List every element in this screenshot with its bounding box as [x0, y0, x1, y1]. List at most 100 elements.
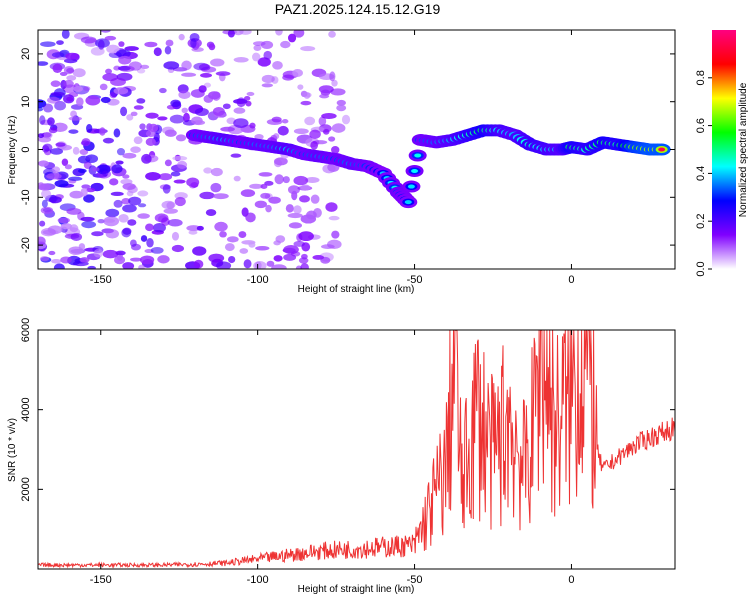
heatmap-cell [100, 30, 111, 33]
heatmap-cell [252, 41, 266, 46]
heatmap-cell [68, 129, 79, 134]
snr-x-tick-label: 0 [568, 574, 574, 586]
heatmap-cell [113, 128, 121, 138]
heatmap-cell [61, 158, 69, 166]
heatmap-cell [52, 63, 63, 73]
heatmap-cell [164, 159, 172, 167]
heatmap-cell [210, 58, 225, 67]
heatmap-cell [130, 257, 142, 262]
snr-y-tick-label: 6000 [20, 318, 32, 342]
heatmap-cell [254, 200, 267, 209]
heatmap-cell [198, 85, 207, 93]
heatmap-cell [285, 204, 294, 213]
heatmap-cell [80, 216, 95, 222]
heatmap-cell [174, 196, 186, 207]
heatmap-cell [104, 35, 117, 41]
heatmap-cell [169, 114, 185, 124]
heatmap-cell [411, 169, 419, 174]
heatmap-cell [137, 190, 149, 197]
heatmap-cell [152, 223, 166, 233]
heatmap-cell [299, 195, 310, 203]
heatmap-cell [219, 231, 227, 238]
heatmap-cell [272, 61, 283, 70]
heatmap-cell [301, 253, 308, 260]
heatmap-cell [100, 96, 111, 104]
heatmap-cell [117, 65, 131, 71]
heatmap-cell [319, 93, 330, 99]
heatmap-cell [63, 79, 74, 88]
heatmap-cell [60, 223, 73, 230]
heatmap-cell [105, 229, 120, 239]
heatmap-cell [38, 61, 49, 66]
heatmap-cell [300, 262, 309, 269]
heatmap-cell [116, 49, 131, 58]
heatmap-cell [304, 116, 316, 126]
heatmap-cell [113, 87, 129, 95]
heatmap-cell [144, 41, 158, 48]
heatmap-cell [214, 221, 228, 232]
heatmap-cell [91, 231, 104, 237]
heatmap-cell [111, 164, 123, 174]
heatmap-cell [133, 105, 144, 110]
heatmap-cell [141, 153, 152, 164]
heatmap-cell [287, 185, 300, 195]
heatmap-cell [328, 30, 336, 38]
heatmap-cell [66, 75, 77, 81]
heatmap-cell [130, 146, 141, 154]
heatmap-cell [208, 43, 216, 51]
heatmap-cell [64, 164, 72, 170]
heatmap-cell [53, 263, 65, 269]
heatmap-x-label: Height of straight line (km) [298, 284, 415, 295]
heatmap-cell [38, 236, 46, 246]
heatmap-cell [253, 260, 267, 269]
heatmap-cell [122, 262, 135, 269]
heatmap-cell [48, 196, 62, 204]
heatmap-cell [183, 112, 190, 123]
heatmap-cell [300, 100, 312, 106]
heatmap-cell [273, 255, 283, 262]
heatmap-cell [39, 115, 46, 125]
heatmap-cell [322, 128, 330, 135]
heatmap-cell [310, 194, 320, 204]
heatmap-cell [81, 184, 91, 189]
heatmap-cell [99, 127, 106, 136]
snr-line-layer [38, 330, 675, 569]
heatmap-x-tick-label: -100 [247, 274, 269, 286]
heatmap-cell [188, 230, 198, 235]
heatmap-cell [60, 256, 72, 264]
heatmap-cell [136, 98, 146, 104]
heatmap-cell [228, 256, 236, 264]
heatmap-cell [109, 91, 118, 99]
heatmap-cell [170, 171, 181, 177]
heatmap-cell [97, 39, 105, 50]
heatmap-cell [274, 157, 288, 166]
heatmap-cell [321, 112, 337, 120]
heatmap-cell [140, 235, 148, 242]
heatmap-cell [199, 191, 215, 200]
heatmap-cell [239, 248, 249, 254]
heatmap-cell [68, 246, 84, 255]
heatmap-cell [328, 215, 340, 221]
heatmap-cell [121, 198, 131, 205]
heatmap-cell [275, 30, 283, 36]
heatmap-cell [233, 175, 241, 182]
colorbar-tick-label: 0.8 [695, 70, 707, 85]
heatmap-cell [161, 200, 176, 210]
heatmap-cell [99, 83, 108, 91]
heatmap-cell [83, 194, 95, 203]
heatmap-cell [404, 200, 412, 205]
heatmap-cell [139, 123, 146, 130]
heatmap-cell [264, 180, 274, 186]
colorbar-tick-label: 0.0 [695, 261, 707, 276]
heatmap-cell [203, 167, 213, 174]
heatmap-cell [309, 129, 321, 139]
heatmap-cell [55, 142, 66, 147]
heatmap-cell [69, 190, 84, 199]
heatmap-cell [38, 133, 44, 139]
heatmap-cell [72, 146, 80, 155]
heatmap-cell [145, 112, 159, 119]
heatmap-cell [48, 250, 56, 256]
heatmap-cell [252, 52, 261, 62]
heatmap-cell [130, 239, 137, 247]
heatmap-cell [68, 116, 83, 121]
